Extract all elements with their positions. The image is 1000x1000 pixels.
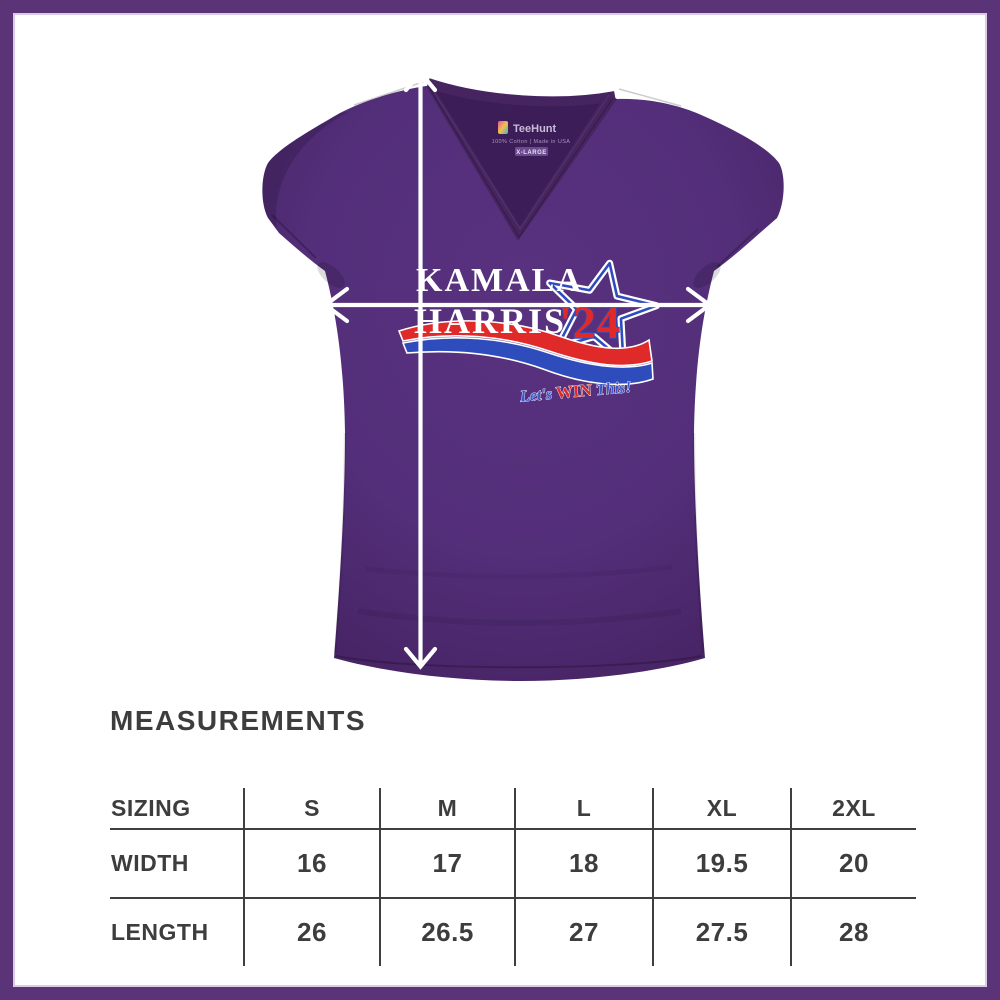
width-value-2xl: 20 [792, 830, 916, 899]
col-header-xl: XL [654, 788, 792, 830]
length-value-s: 26 [245, 899, 381, 966]
width-arrow [321, 286, 714, 324]
teehunt-logo-icon [498, 121, 508, 134]
col-header-m: M [381, 788, 516, 830]
slogan-word1: Let's [518, 386, 556, 406]
care-text: 100% Cotton | Made in USA [492, 139, 571, 145]
width-value-xl: 19.5 [654, 830, 792, 899]
design-line1: KAMALA [416, 262, 583, 299]
sizing-table: SIZING S M L XL 2XL WIDTH 16 17 18 19.5 … [110, 788, 916, 966]
arrowhead-right-icon [685, 286, 714, 324]
width-value-s: 16 [245, 830, 381, 899]
size-tag-text: X-LARGE [516, 150, 547, 156]
col-header-l: L [516, 788, 654, 830]
width-value-m: 17 [381, 830, 516, 899]
arrowhead-left-icon [321, 286, 350, 324]
shirt-body [262, 86, 784, 681]
wave-blue [401, 337, 654, 386]
shirt-shading [262, 81, 759, 669]
length-arrow [403, 69, 438, 670]
star-icon [546, 259, 660, 365]
arrowhead-up-icon [403, 69, 438, 93]
brand-name: TeeHunt [513, 123, 557, 135]
length-value-l: 27 [516, 899, 654, 966]
length-value-m: 26.5 [381, 899, 516, 966]
vneck-inner-back [426, 86, 617, 229]
width-value-l: 18 [516, 830, 654, 899]
row-label-length: LENGTH [110, 899, 245, 966]
wave-red [397, 320, 653, 367]
col-header-sizing: SIZING [110, 788, 245, 830]
shirt-graphic: TeeHunt 100% Cotton | Made in USA X-LARG… [262, 69, 784, 681]
row-label-width: WIDTH [110, 830, 245, 899]
size-tag-chip [515, 147, 548, 156]
wave-stripes [397, 320, 654, 386]
measure-arrows [321, 69, 714, 670]
design-slogan: Let's WIN This! [518, 377, 632, 406]
col-header-2xl: 2XL [792, 788, 916, 830]
slogan-word3: This! [595, 379, 632, 399]
col-header-s: S [245, 788, 381, 830]
length-value-2xl: 28 [839, 917, 869, 947]
brand-label: TeeHunt 100% Cotton | Made in USA X-LARG… [492, 121, 571, 156]
length-value-xl: 27.5 [654, 899, 792, 966]
design-line2: HARRIS [414, 301, 566, 341]
vneck-collar [426, 78, 617, 241]
slogan-word2: WIN [555, 380, 597, 402]
arrowhead-down-icon [403, 646, 438, 670]
measurements-title: MEASUREMENTS [110, 705, 367, 736]
